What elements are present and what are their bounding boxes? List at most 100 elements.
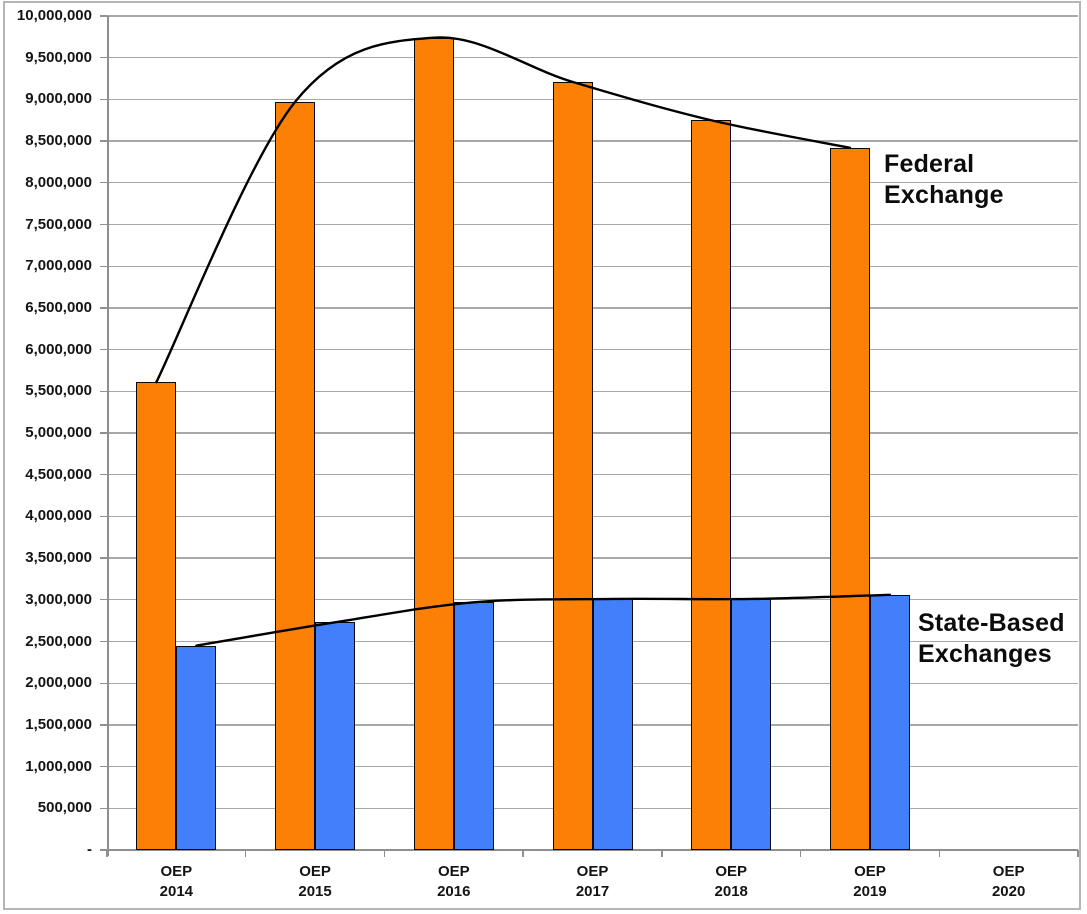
- y-axis-tick: [100, 182, 107, 184]
- y-axis-tick: [100, 307, 107, 309]
- gridline: [107, 98, 1078, 101]
- x-axis-tick: [1077, 850, 1079, 857]
- category-label-line: OEP: [437, 863, 470, 880]
- gridline: [107, 265, 1078, 267]
- y-axis-tick-label: 9,500,000: [25, 48, 92, 66]
- y-axis-tick-label: 8,000,000: [25, 173, 92, 191]
- series-label-line: Exchange: [884, 181, 1004, 209]
- series-label-state-based-exchanges: State-Based Exchanges: [918, 608, 1065, 670]
- category-label-line: 2016: [437, 882, 471, 900]
- y-axis-tick-label: 4,500,000: [25, 465, 92, 483]
- y-axis-tick-label: 10,000,000: [16, 7, 92, 24]
- category-label-line: 2019: [853, 882, 887, 900]
- bar-state-based-2016: [453, 602, 494, 850]
- x-axis: [107, 849, 1078, 851]
- y-axis-tick: [100, 599, 107, 601]
- y-axis-tick-label: 3,000,000: [25, 590, 92, 608]
- gridline: [107, 432, 1078, 434]
- gridline: [107, 515, 1078, 518]
- bar-state-based-2019: [869, 594, 910, 850]
- y-axis-tick-label: -: [87, 841, 92, 858]
- bar-state-based-2015: [315, 622, 356, 850]
- x-axis-tick: [799, 850, 802, 857]
- x-axis-tick: [245, 850, 247, 857]
- federal-trend-line: [155, 36, 852, 384]
- series-label-federal-exchange: Federal Exchange: [884, 149, 1004, 211]
- category-label-line: OEP: [992, 863, 1025, 880]
- category-label-line: OEP: [299, 863, 331, 880]
- y-axis-tick: [100, 57, 107, 59]
- y-axis-tick: [100, 849, 107, 851]
- y-axis-tick-label: 5,000,000: [25, 424, 92, 441]
- category-label-line: OEP: [854, 863, 886, 880]
- x-axis-category-label: OEP 2019: [800, 862, 940, 901]
- y-axis-tick: [100, 265, 107, 267]
- y-axis-tick-label: 6,500,000: [25, 298, 92, 316]
- bar-state-based-2014: [176, 645, 217, 850]
- gridline: [107, 223, 1078, 226]
- bar-federal-2014: [136, 382, 177, 850]
- y-axis-tick-label: 2,000,000: [25, 674, 92, 692]
- bar-federal-2017: [552, 81, 593, 850]
- x-axis-category-label: OEP 2020: [939, 862, 1079, 901]
- category-label-line: 2020: [991, 882, 1026, 900]
- x-axis-tick: [106, 850, 108, 857]
- gridline: [107, 140, 1078, 142]
- x-axis-category-label: OEP 2018: [661, 862, 801, 901]
- y-axis-tick-label: 6,000,000: [25, 340, 92, 358]
- x-axis-category-label: OEP 2015: [245, 862, 385, 901]
- x-axis-tick: [522, 850, 524, 857]
- category-label-line: 2018: [714, 882, 748, 900]
- series-label-line: Exchanges: [918, 640, 1052, 668]
- y-axis-tick: [100, 724, 107, 726]
- y-axis-tick: [100, 765, 107, 768]
- y-axis-tick: [100, 682, 107, 684]
- category-label-line: OEP: [160, 863, 193, 880]
- bar-federal-2015: [275, 101, 316, 850]
- x-axis-category-label: OEP 2016: [384, 862, 524, 901]
- y-axis: [107, 16, 109, 856]
- bar-state-based-2018: [731, 598, 772, 850]
- gridline: [107, 474, 1078, 476]
- series-label-line: Federal: [884, 150, 975, 178]
- x-axis-tick: [938, 850, 940, 857]
- y-axis-tick-label: 8,500,000: [25, 132, 92, 150]
- y-axis-tick: [100, 515, 107, 518]
- y-axis-tick-label: 7,500,000: [25, 215, 92, 233]
- y-axis-tick: [100, 140, 107, 142]
- gridline: [107, 15, 1078, 17]
- y-axis-tick: [100, 557, 107, 559]
- y-axis-tick-label: 1,500,000: [25, 715, 92, 733]
- series-label-line: State-Based: [918, 609, 1065, 637]
- category-label-line: 2015: [298, 882, 332, 900]
- y-axis-tick-label: 7,000,000: [25, 257, 92, 275]
- y-axis-tick: [100, 807, 107, 809]
- x-axis-category-label: OEP 2017: [523, 862, 663, 901]
- y-axis-tick: [100, 15, 107, 17]
- gridline: [107, 307, 1078, 309]
- category-label-line: 2017: [575, 882, 610, 900]
- y-axis-tick-label: 1,000,000: [25, 757, 92, 775]
- y-axis-tick-label: 3,500,000: [25, 549, 92, 567]
- gridline: [107, 557, 1078, 559]
- y-axis-tick: [100, 390, 107, 392]
- bar-federal-2016: [413, 37, 454, 850]
- category-label-line: OEP: [715, 863, 748, 880]
- y-axis-tick-label: 5,500,000: [25, 382, 92, 400]
- bar-state-based-2017: [592, 598, 633, 850]
- y-axis-tick: [100, 348, 107, 351]
- y-axis-tick-label: 500,000: [37, 799, 92, 817]
- y-axis-tick-label: 2,500,000: [25, 632, 92, 650]
- gridline: [107, 57, 1078, 59]
- y-axis-tick: [100, 640, 107, 643]
- gridline: [107, 390, 1078, 392]
- y-axis-tick-label: 9,000,000: [25, 90, 92, 108]
- y-axis-tick-label: 4,000,000: [25, 507, 92, 525]
- x-axis-tick: [661, 850, 663, 857]
- y-axis-tick: [100, 474, 107, 476]
- gridline: [107, 348, 1078, 351]
- x-axis-tick: [383, 850, 386, 857]
- y-axis-tick: [100, 98, 107, 101]
- category-label-line: OEP: [576, 863, 609, 880]
